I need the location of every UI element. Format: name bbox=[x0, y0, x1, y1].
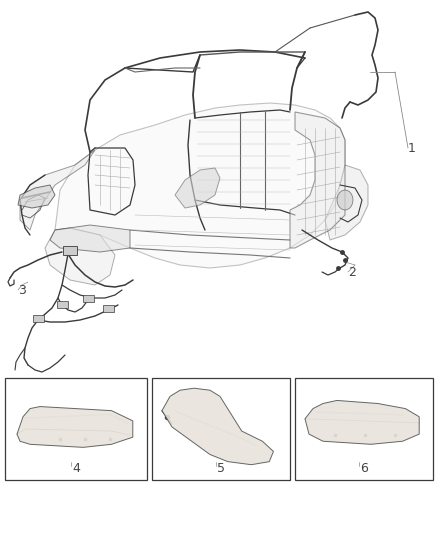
Text: 1: 1 bbox=[408, 141, 416, 155]
Bar bbox=[57, 301, 68, 308]
Bar bbox=[33, 315, 44, 322]
Text: 5: 5 bbox=[217, 462, 225, 474]
Bar bbox=[152, 378, 290, 480]
Text: 3: 3 bbox=[18, 284, 26, 296]
Polygon shape bbox=[175, 168, 220, 208]
Bar bbox=[295, 378, 433, 480]
Text: 2: 2 bbox=[348, 265, 356, 279]
Polygon shape bbox=[325, 165, 368, 240]
Polygon shape bbox=[162, 388, 273, 465]
Polygon shape bbox=[20, 150, 95, 230]
Polygon shape bbox=[290, 112, 345, 248]
Polygon shape bbox=[18, 185, 55, 208]
Polygon shape bbox=[305, 400, 419, 445]
Bar bbox=[63, 246, 77, 255]
Polygon shape bbox=[17, 407, 133, 447]
Polygon shape bbox=[55, 103, 345, 268]
Text: 4: 4 bbox=[72, 462, 80, 474]
Bar bbox=[103, 305, 114, 312]
Polygon shape bbox=[50, 225, 130, 252]
Polygon shape bbox=[45, 228, 115, 285]
Bar bbox=[83, 295, 94, 302]
Bar bbox=[5, 378, 147, 480]
Text: 6: 6 bbox=[360, 462, 368, 474]
Polygon shape bbox=[337, 190, 353, 210]
